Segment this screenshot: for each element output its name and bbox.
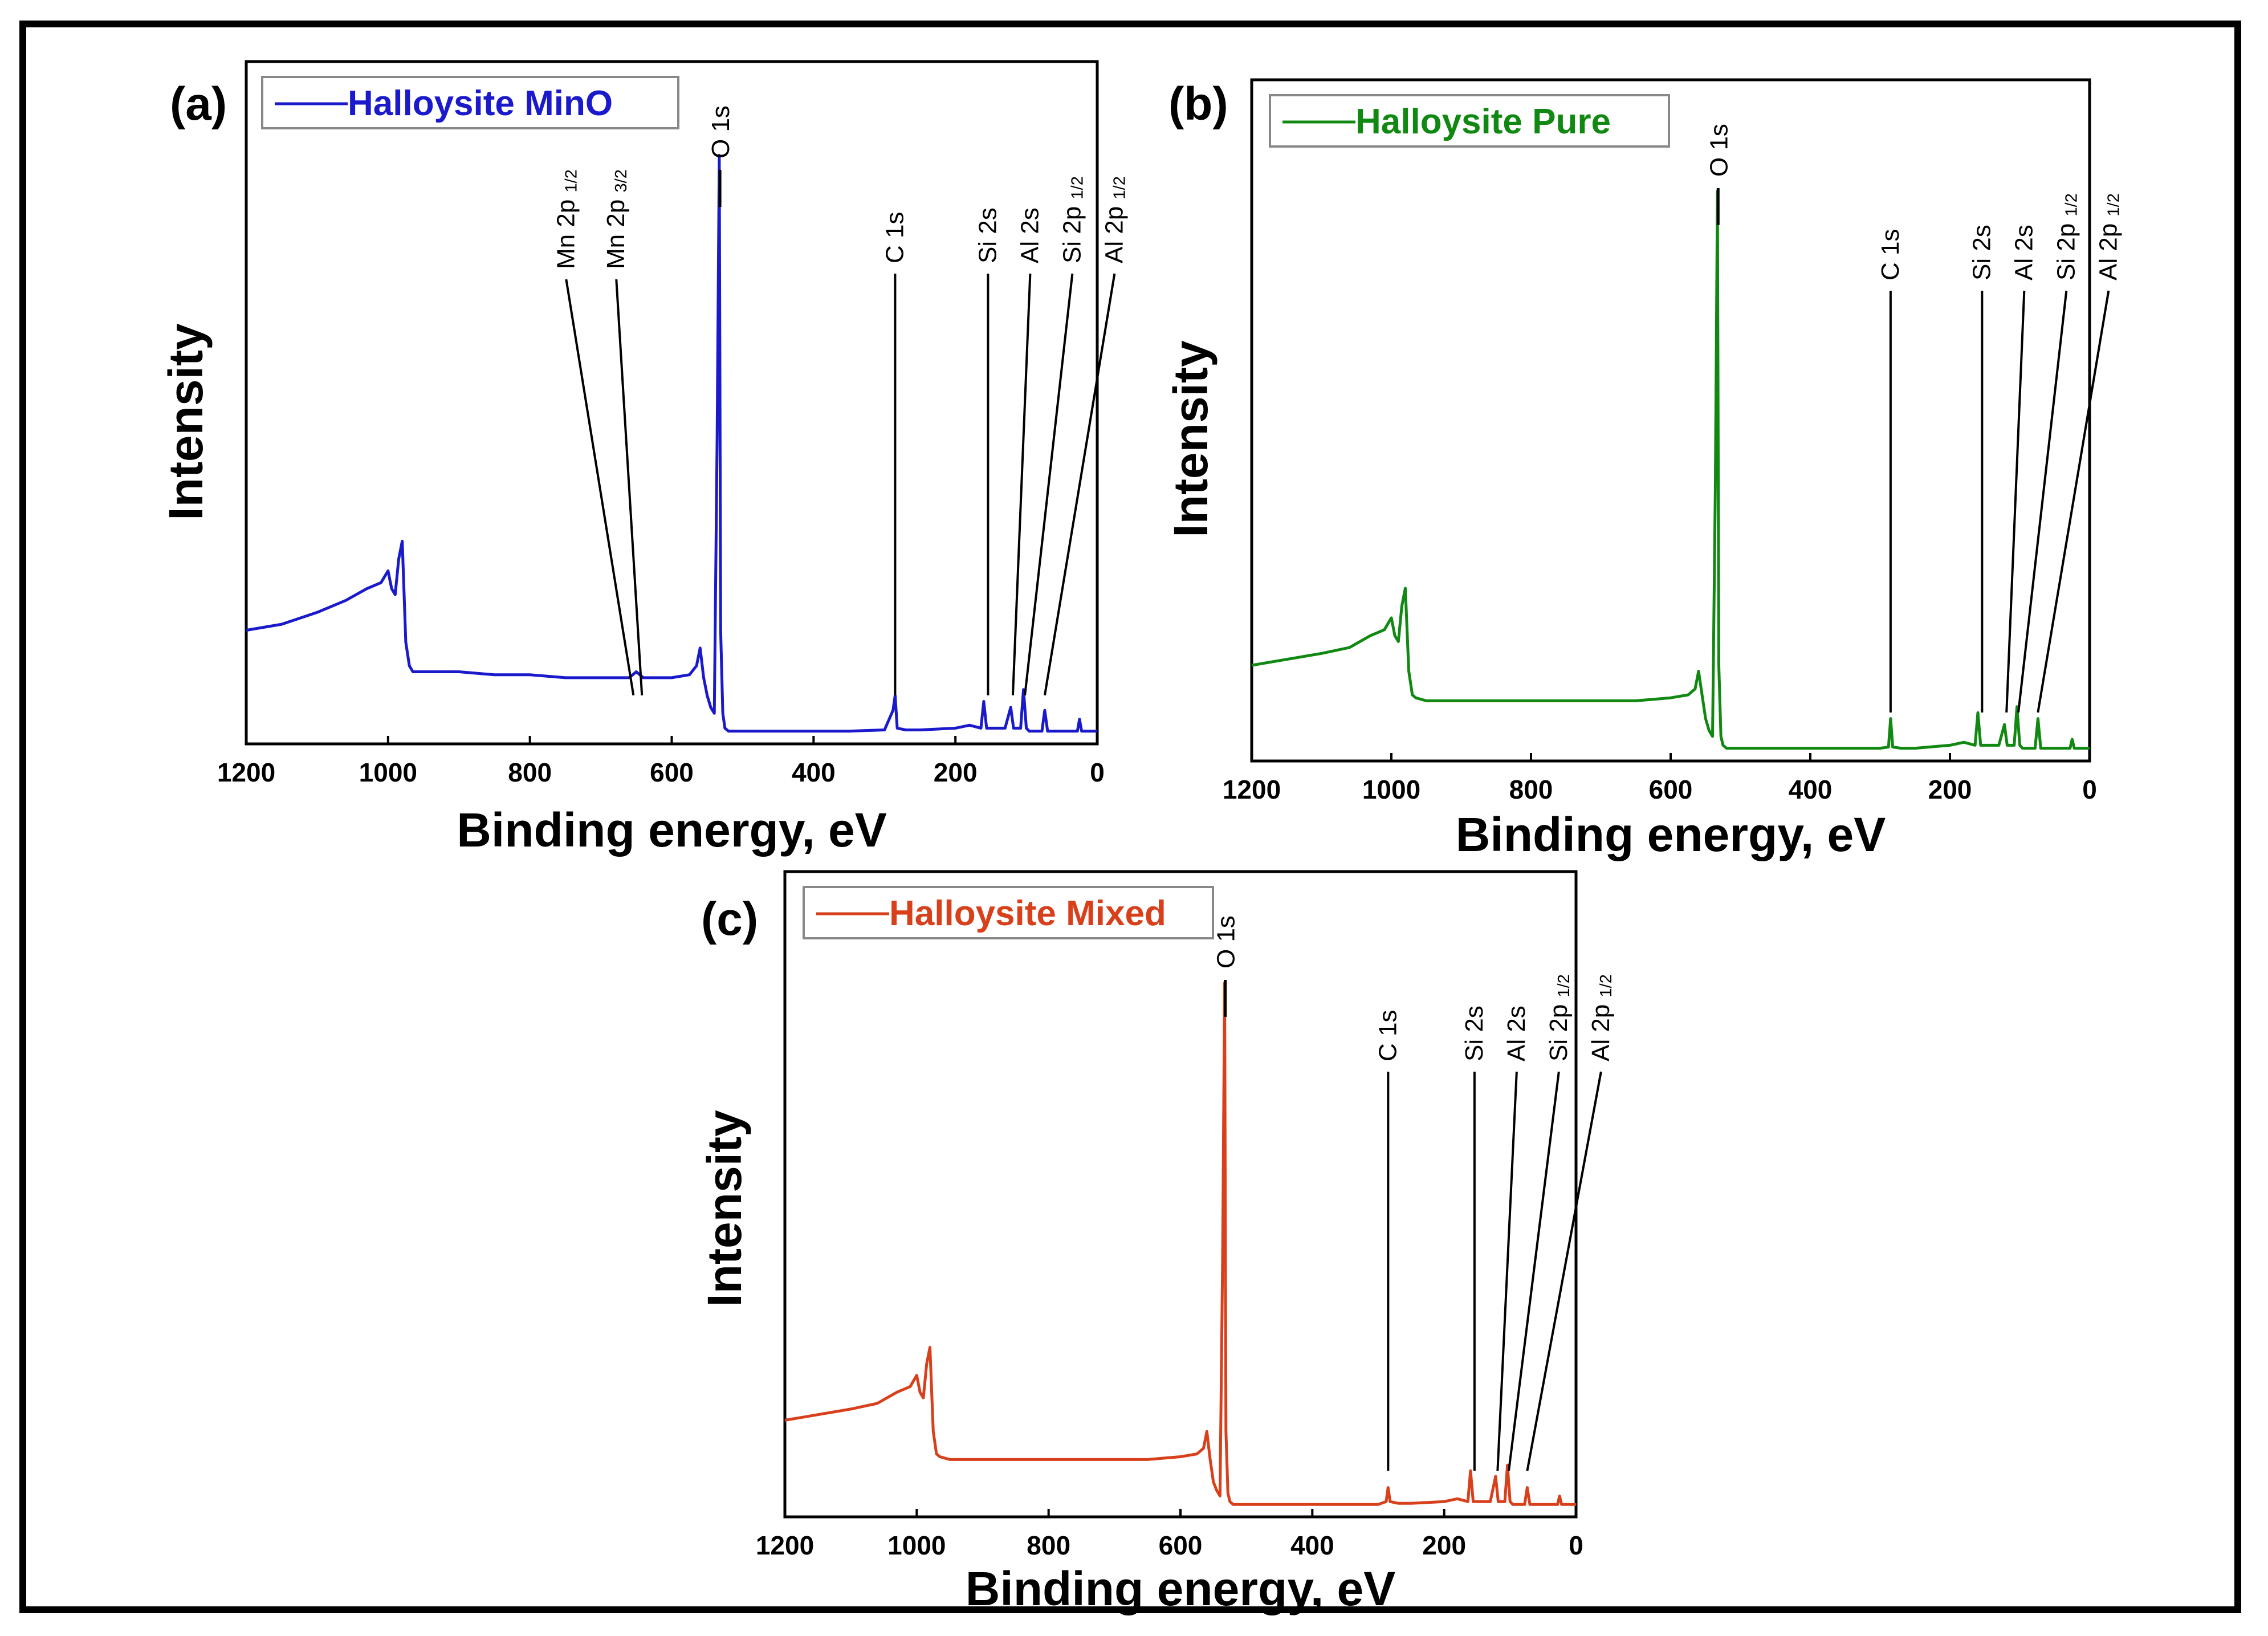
peak-subscript-c-4: 1/2	[1597, 974, 1615, 997]
peak-leader-a-6	[1043, 273, 1116, 696]
peak-leader-b-4	[2037, 290, 2110, 713]
x-tick-label-b-800: 800	[1509, 775, 1553, 804]
y-axis-title-b: Intensity	[1164, 340, 1218, 538]
peak-subscript-a-5: 1/2	[1068, 176, 1086, 199]
panel-label-c: (c)	[701, 893, 758, 945]
peak-leader-a-0	[565, 279, 635, 696]
panel-a-halloysite-mino: 1200 1000 800 600 400 200 0 Binding energy, eV I…	[159, 60, 1129, 857]
x-tick-label-a-800: 800	[508, 758, 552, 787]
peak-leader-b-2	[2005, 290, 2026, 713]
plot-frame-b	[1250, 78, 2091, 763]
peak-subscript-a-6: 1/2	[1110, 176, 1129, 199]
peak-label-b-2: Al 2s	[2010, 225, 2038, 280]
x-tick-label-a-1200: 1200	[217, 758, 275, 787]
spectrum-line-b	[1251, 189, 2090, 750]
peak-subscript-a-0: 1/2	[562, 169, 580, 192]
figure-frame	[19, 21, 2241, 1613]
panel-c-halloysite-mixed: 1200 1000 800 600 400 200 0 Binding energy, eV I…	[698, 870, 1615, 1615]
x-tick-label-c-1000: 1000	[887, 1531, 946, 1560]
x-axis-title-a: Binding energy, eV	[457, 803, 887, 857]
peak-label-a-6: Al 2p 1/2	[1100, 176, 1129, 263]
peak-leader-c-3	[1508, 1071, 1560, 1471]
legend-label-c: Halloysite Mixed	[889, 894, 1166, 933]
x-tick-label-b-0: 0	[2082, 775, 2097, 804]
peak-label-c-2: Al 2s	[1503, 1006, 1530, 1061]
peak-leader-a-5	[1024, 273, 1074, 695]
peak-label-c-o1s: O 1s	[1212, 915, 1240, 968]
x-axis-title-c: Binding energy, eV	[966, 1562, 1396, 1615]
peak-subscript-c-3: 1/2	[1555, 974, 1573, 997]
peak-label-b-0: C 1s	[1876, 229, 1904, 280]
x-tick-label-c-0: 0	[1569, 1531, 1583, 1560]
x-tick-label-b-1000: 1000	[1362, 775, 1420, 804]
peak-leader-a-1	[615, 279, 644, 695]
plot-frame-a	[245, 60, 1099, 746]
x-tick-label-a-600: 600	[650, 758, 694, 787]
peak-label-c-4: Al 2p 1/2	[1587, 974, 1615, 1061]
spectrum-line-c	[784, 981, 1576, 1506]
peak-label-c-0: C 1s	[1374, 1010, 1402, 1061]
y-axis-title-a: Intensity	[159, 323, 213, 520]
peak-subscript-a-1: 3/2	[612, 169, 630, 192]
x-tick-label-b-400: 400	[1789, 775, 1833, 804]
peak-leader-c-4	[1526, 1071, 1602, 1471]
x-tick-label-c-600: 600	[1159, 1531, 1203, 1560]
peak-subscript-b-4: 1/2	[2104, 193, 2123, 216]
peak-label-c-1: Si 2s	[1460, 1006, 1488, 1061]
y-axis-title-c: Intensity	[698, 1110, 751, 1307]
peak-subscript-b-3: 1/2	[2062, 193, 2080, 216]
peak-leader-c-2	[1496, 1071, 1518, 1471]
x-tick-label-b-200: 200	[1928, 775, 1972, 804]
peak-label-b-4: Al 2p 1/2	[2094, 193, 2123, 280]
spectrum-line-a	[246, 154, 1097, 733]
legend-label-b: Halloysite Pure	[1355, 102, 1611, 141]
x-tick-label-b-600: 600	[1649, 775, 1693, 804]
x-axis-title-b: Binding energy, eV	[1456, 808, 1886, 861]
x-tick-label-c-200: 200	[1422, 1531, 1466, 1560]
peak-label-a-o1s: O 1s	[707, 105, 735, 158]
x-tick-label-a-1000: 1000	[359, 758, 417, 787]
x-tick-label-c-800: 800	[1027, 1531, 1070, 1560]
peak-label-a-3: Si 2s	[974, 207, 1001, 263]
peak-label-a-2: C 1s	[881, 212, 909, 263]
legend-label-a: Halloysite MinO	[348, 84, 613, 123]
x-tick-label-b-1200: 1200	[1223, 775, 1281, 804]
peak-label-a-4: Al 2s	[1016, 207, 1044, 263]
panel-label-b: (b)	[1168, 78, 1228, 130]
peak-leader-b-3	[2017, 290, 2068, 713]
x-tick-label-c-1200: 1200	[756, 1531, 814, 1560]
x-tick-label-a-0: 0	[1090, 758, 1105, 787]
panel-label-a: (a)	[170, 78, 227, 130]
panel-b-halloysite-pure: 1200 1000 800 600 400 200 0 Binding energy, eV I…	[1164, 78, 2123, 861]
peak-label-b-1: Si 2s	[1968, 225, 1996, 280]
peak-leader-a-4	[1011, 273, 1032, 695]
x-tick-label-a-200: 200	[934, 758, 978, 787]
peak-label-b-o1s: O 1s	[1705, 124, 1733, 177]
x-tick-label-c-400: 400	[1290, 1531, 1334, 1560]
x-tick-label-a-400: 400	[792, 758, 836, 787]
plot-frame-c	[783, 870, 1578, 1519]
